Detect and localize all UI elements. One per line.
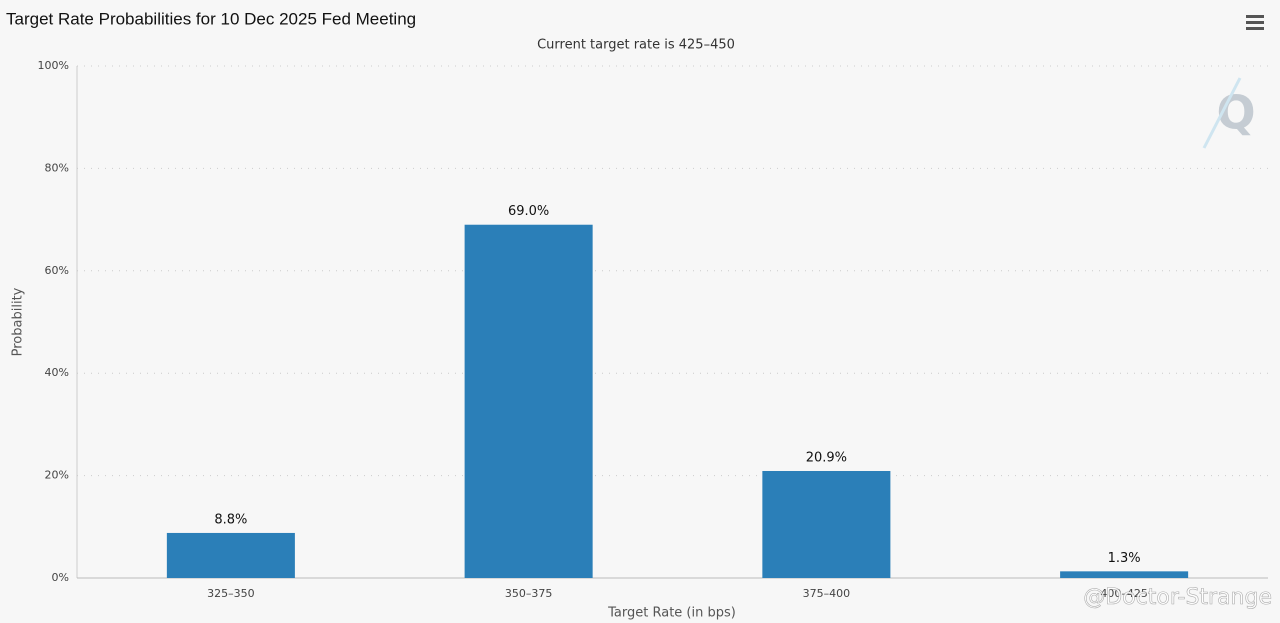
chart-subtitle: Current target rate is 425–450 [537, 38, 735, 53]
chart-title: Target Rate Probabilities for 10 Dec 202… [6, 9, 416, 28]
watermark: @Doctor-Strange [1083, 585, 1272, 610]
x-tick-label: 325–350 [207, 587, 255, 600]
y-tick-label: 0% [52, 571, 69, 584]
menu-bar[interactable] [1246, 27, 1264, 30]
menu-button[interactable] [1246, 15, 1264, 30]
bar [166, 532, 295, 578]
logo-stroke [1202, 77, 1242, 149]
data-label: 69.0% [508, 204, 549, 219]
x-tick-label: 400–425 [1100, 587, 1148, 600]
y-tick-label: 80% [45, 161, 69, 174]
bar [762, 470, 891, 578]
y-tick-label: 60% [45, 264, 69, 277]
x-tick-label: 350–375 [505, 587, 553, 600]
y-tick-label: 40% [45, 366, 69, 379]
data-label: 1.3% [1108, 551, 1141, 566]
menu-bar[interactable] [1246, 21, 1264, 24]
data-label: 20.9% [806, 450, 847, 465]
y-tick-label: 20% [45, 469, 69, 482]
bar [464, 224, 593, 578]
x-tick-label: 375–400 [803, 587, 851, 600]
bar [1060, 571, 1189, 578]
data-label: 8.8% [214, 512, 247, 527]
y-axis-title: Probability [11, 287, 26, 356]
logo: Q [1202, 77, 1256, 149]
x-axis-title: Target Rate (in bps) [607, 606, 736, 621]
menu-bar[interactable] [1246, 15, 1264, 18]
y-tick-label: 100% [38, 59, 69, 72]
logo-q: Q [1216, 86, 1255, 140]
